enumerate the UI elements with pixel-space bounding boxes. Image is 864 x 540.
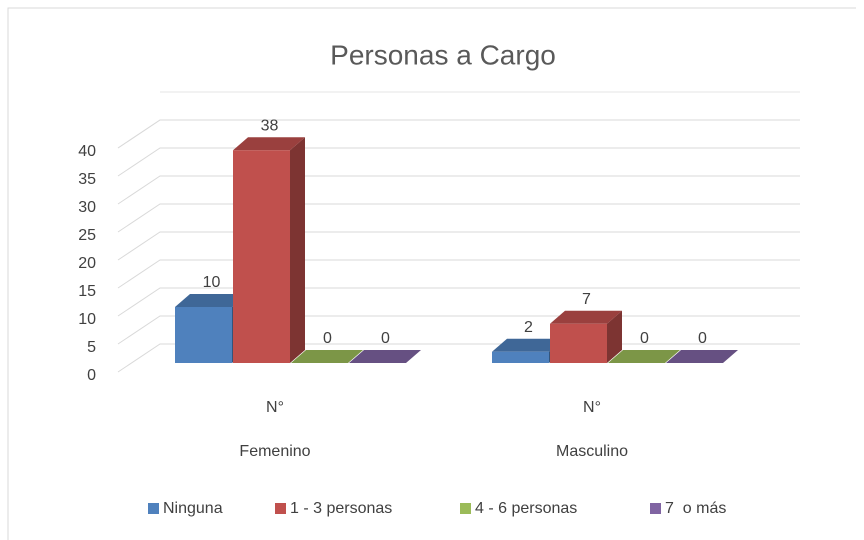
data-label: 2 xyxy=(524,319,533,336)
bar xyxy=(550,310,622,363)
bar-top xyxy=(492,338,564,352)
data-label: 0 xyxy=(640,330,649,347)
grid-line xyxy=(117,119,800,149)
bar-top xyxy=(550,310,622,324)
bar-side xyxy=(607,310,622,363)
bar xyxy=(291,350,363,363)
x-tick-label: N° xyxy=(583,399,601,416)
data-label: 0 xyxy=(381,330,390,347)
bar-top xyxy=(175,294,247,307)
bar-top xyxy=(291,350,363,363)
chart-title: Personas a Cargo xyxy=(330,39,556,70)
legend-swatch xyxy=(460,503,471,514)
group-label: Masculino xyxy=(556,443,628,460)
y-tick-label: 15 xyxy=(78,283,96,300)
bar-side xyxy=(290,137,305,363)
bar xyxy=(233,137,305,363)
legend-label: 1 - 3 personas xyxy=(290,500,392,517)
legend-swatch xyxy=(148,503,159,514)
bar-top xyxy=(608,350,680,363)
grid-line xyxy=(117,147,800,177)
y-tick-label: 10 xyxy=(78,311,96,328)
legend-swatch xyxy=(275,503,286,514)
y-tick-label: 0 xyxy=(87,367,96,384)
grid-line xyxy=(117,287,800,317)
data-label: 0 xyxy=(698,330,707,347)
y-tick-label: 25 xyxy=(78,227,96,244)
y-tick-label: 30 xyxy=(78,199,96,216)
y-tick-label: 40 xyxy=(78,143,96,160)
bar-top xyxy=(233,137,305,151)
grid-line xyxy=(117,231,800,261)
data-label: 38 xyxy=(261,117,279,134)
bar xyxy=(608,350,680,363)
legend-label: Ninguna xyxy=(163,500,223,517)
data-label: 7 xyxy=(582,291,591,308)
bar-front xyxy=(233,150,290,363)
y-tick-label: 20 xyxy=(78,255,96,272)
bar-front xyxy=(175,307,232,363)
legend-swatch xyxy=(650,503,661,514)
data-label: 0 xyxy=(323,330,332,347)
bar-front xyxy=(492,351,549,363)
data-label: 10 xyxy=(203,274,221,291)
grid-line xyxy=(117,175,800,205)
legend-label: 4 - 6 personas xyxy=(475,500,577,517)
x-tick-label: N° xyxy=(266,399,284,416)
grid-line xyxy=(117,259,800,289)
legend-label: 7 o más xyxy=(665,500,726,517)
bar-front xyxy=(550,323,607,363)
bar xyxy=(349,350,421,363)
group-label: Femenino xyxy=(239,443,310,460)
bar xyxy=(666,350,738,363)
chart-border xyxy=(7,7,856,540)
grid-line xyxy=(117,203,800,233)
y-tick-label: 35 xyxy=(78,171,96,188)
y-tick-label: 5 xyxy=(87,339,96,356)
bar-top xyxy=(349,350,421,363)
bar-top xyxy=(666,350,738,363)
